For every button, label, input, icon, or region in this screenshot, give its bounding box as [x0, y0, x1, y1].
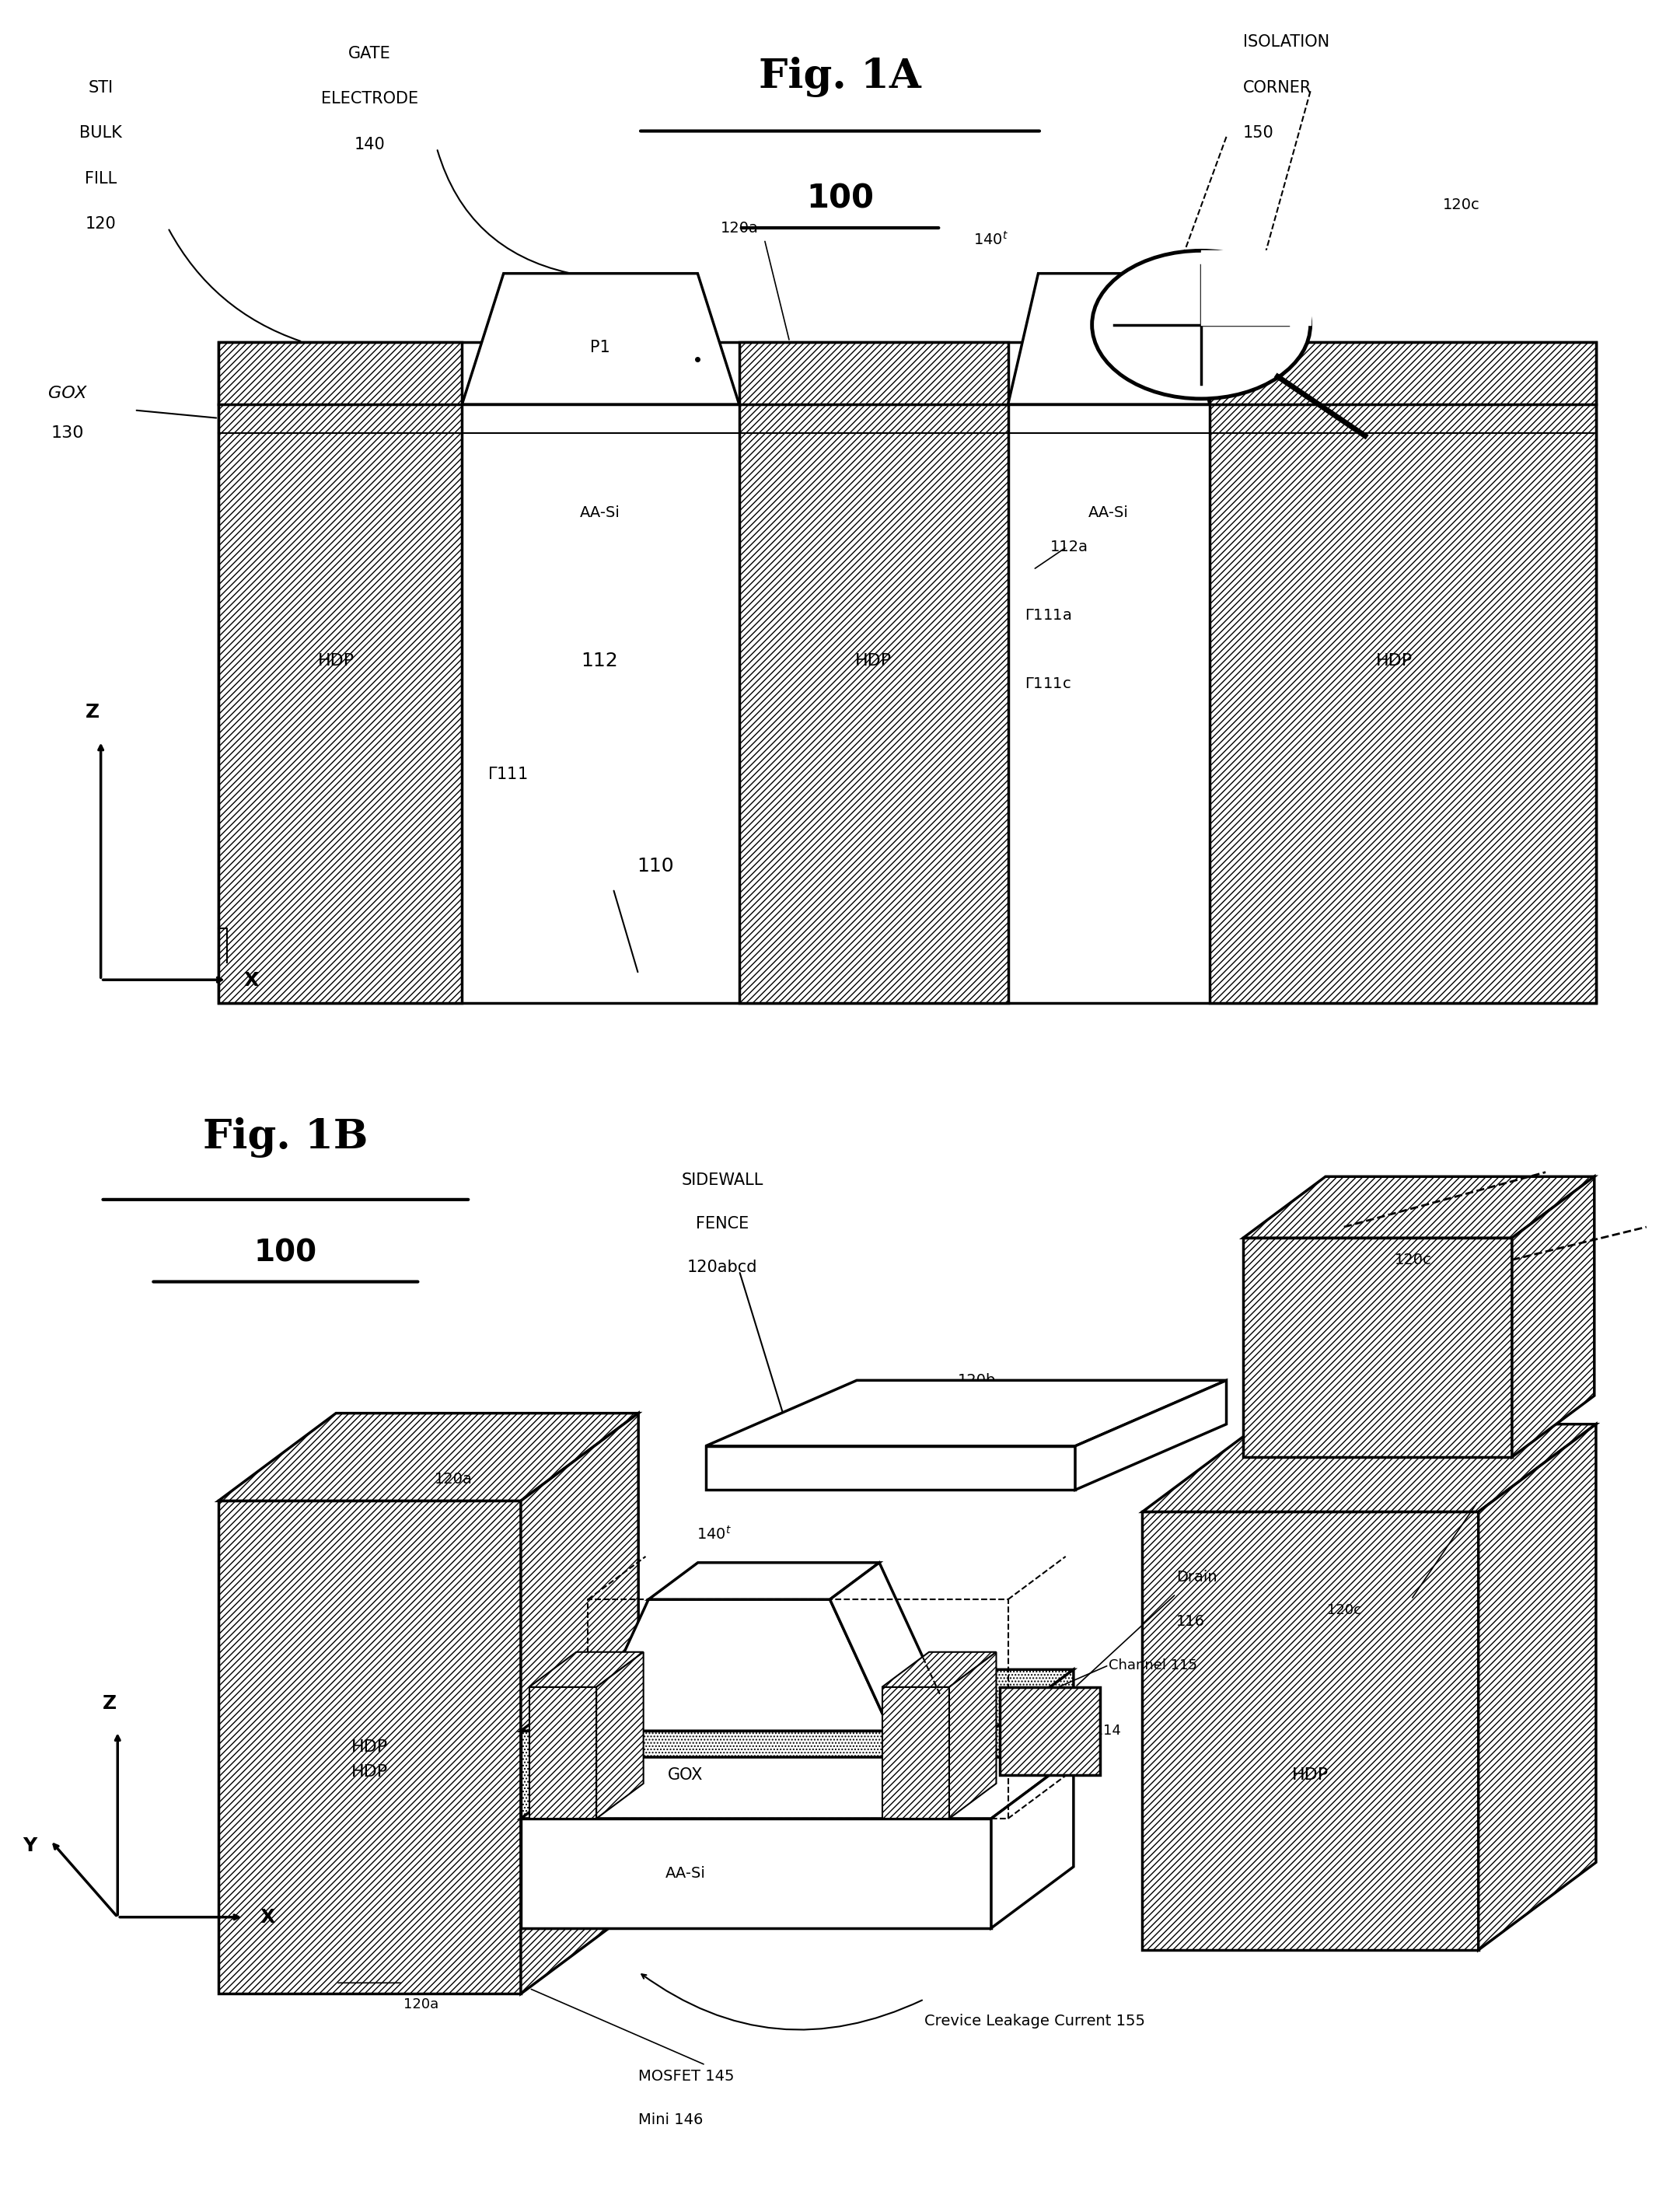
Bar: [529, 1687, 596, 1819]
Text: 120abcd: 120abcd: [687, 1260, 758, 1275]
Bar: [1142, 1512, 1478, 1950]
Bar: [218, 342, 1596, 1003]
Text: 120: 120: [86, 217, 116, 232]
Text: GOX: GOX: [669, 1766, 702, 1783]
Bar: [1243, 1238, 1512, 1457]
Text: HDP: HDP: [1292, 1766, 1329, 1783]
Text: 120c: 120c: [1443, 197, 1480, 213]
Text: 120b: 120b: [958, 1374, 996, 1387]
Text: GOX: GOX: [49, 386, 86, 401]
Text: 140: 140: [354, 136, 385, 151]
Polygon shape: [648, 1562, 879, 1599]
Polygon shape: [1243, 1177, 1594, 1238]
Text: ELECTRODE: ELECTRODE: [321, 92, 418, 107]
Polygon shape: [521, 1670, 1074, 1731]
Text: CORNER: CORNER: [1243, 79, 1312, 94]
Text: 112a: 112a: [1050, 539, 1089, 554]
Bar: [739, 342, 1008, 1003]
Circle shape: [1092, 250, 1310, 399]
Text: 120a: 120a: [435, 1472, 472, 1485]
Bar: [521, 1731, 991, 1819]
Polygon shape: [1142, 1424, 1596, 1512]
Text: Source 114: Source 114: [1042, 1724, 1121, 1737]
Text: FENCE: FENCE: [696, 1216, 749, 1231]
Bar: [218, 1501, 521, 1994]
Text: $\Gamma$111a: $\Gamma$111a: [1025, 607, 1072, 622]
Text: X: X: [244, 971, 259, 990]
Bar: [218, 342, 462, 1003]
Text: AA-Si: AA-Si: [665, 1867, 706, 1880]
Text: Crevice Leakage Current 155: Crevice Leakage Current 155: [924, 2014, 1144, 2029]
Polygon shape: [521, 1757, 1074, 1819]
Bar: [521, 1819, 991, 1928]
Polygon shape: [588, 1599, 890, 1731]
Text: Drain: Drain: [1176, 1571, 1216, 1584]
Text: AA-Si: AA-Si: [1089, 506, 1129, 519]
Text: P1: P1: [1099, 340, 1119, 355]
Text: 120c: 120c: [1394, 1253, 1431, 1266]
Text: GATE: GATE: [348, 46, 391, 61]
Text: 140$^t$: 140$^t$: [697, 1525, 731, 1542]
Bar: [1210, 342, 1596, 1003]
Text: 112: 112: [581, 651, 618, 670]
Polygon shape: [991, 1757, 1074, 1928]
Bar: [706, 1446, 1075, 1490]
Bar: [882, 1687, 949, 1819]
Polygon shape: [218, 1413, 638, 1501]
Text: Mini 146: Mini 146: [638, 2112, 704, 2127]
Text: HDP: HDP: [351, 1740, 388, 1755]
Text: 140$^t$: 140$^t$: [974, 230, 1008, 248]
Text: HDP: HDP: [318, 653, 354, 668]
Text: Z: Z: [86, 703, 99, 721]
Text: HDP: HDP: [1376, 653, 1413, 668]
Polygon shape: [882, 1652, 996, 1687]
Text: HDP: HDP: [855, 653, 892, 668]
Text: P1: P1: [590, 340, 610, 355]
Text: 120a: 120a: [721, 221, 758, 234]
Text: 110: 110: [637, 857, 674, 874]
Text: STI: STI: [89, 79, 113, 94]
Text: Channel 115: Channel 115: [1109, 1659, 1198, 1672]
Polygon shape: [1512, 1177, 1594, 1457]
Polygon shape: [596, 1652, 643, 1819]
Text: 130: 130: [50, 425, 84, 440]
Text: 120c: 120c: [1327, 1604, 1361, 1617]
Text: 100: 100: [254, 1238, 318, 1266]
Text: $\Gamma$111: $\Gamma$111: [487, 767, 528, 782]
Text: 150: 150: [1243, 125, 1273, 140]
Text: $\Gamma$111c: $\Gamma$111c: [1025, 677, 1072, 690]
Polygon shape: [706, 1380, 1226, 1446]
Text: AA-Si: AA-Si: [580, 506, 620, 519]
Text: BULK: BULK: [79, 125, 123, 140]
Polygon shape: [521, 1413, 638, 1994]
Text: Fig. 1B: Fig. 1B: [203, 1117, 368, 1157]
Text: 116: 116: [1176, 1615, 1205, 1628]
Polygon shape: [529, 1652, 643, 1687]
Text: FILL: FILL: [84, 171, 118, 186]
Text: SIDEWALL: SIDEWALL: [682, 1172, 763, 1188]
Text: Fig. 1A: Fig. 1A: [759, 57, 921, 96]
Text: HDP: HDP: [351, 1764, 388, 1779]
Text: MOSFET 145: MOSFET 145: [638, 2068, 734, 2084]
Polygon shape: [991, 1670, 1074, 1819]
Text: ISOLATION: ISOLATION: [1243, 35, 1329, 50]
Text: 100: 100: [806, 182, 874, 215]
Bar: [1000, 1687, 1100, 1775]
Text: 120a: 120a: [403, 1998, 438, 2011]
Polygon shape: [462, 274, 739, 405]
Text: X: X: [260, 1908, 276, 1926]
Polygon shape: [1008, 274, 1210, 405]
Polygon shape: [830, 1562, 939, 1731]
Text: Y: Y: [24, 1836, 37, 1856]
Polygon shape: [1075, 1380, 1226, 1490]
Text: Z: Z: [102, 1694, 116, 1713]
Polygon shape: [1478, 1424, 1596, 1950]
Polygon shape: [949, 1652, 996, 1819]
